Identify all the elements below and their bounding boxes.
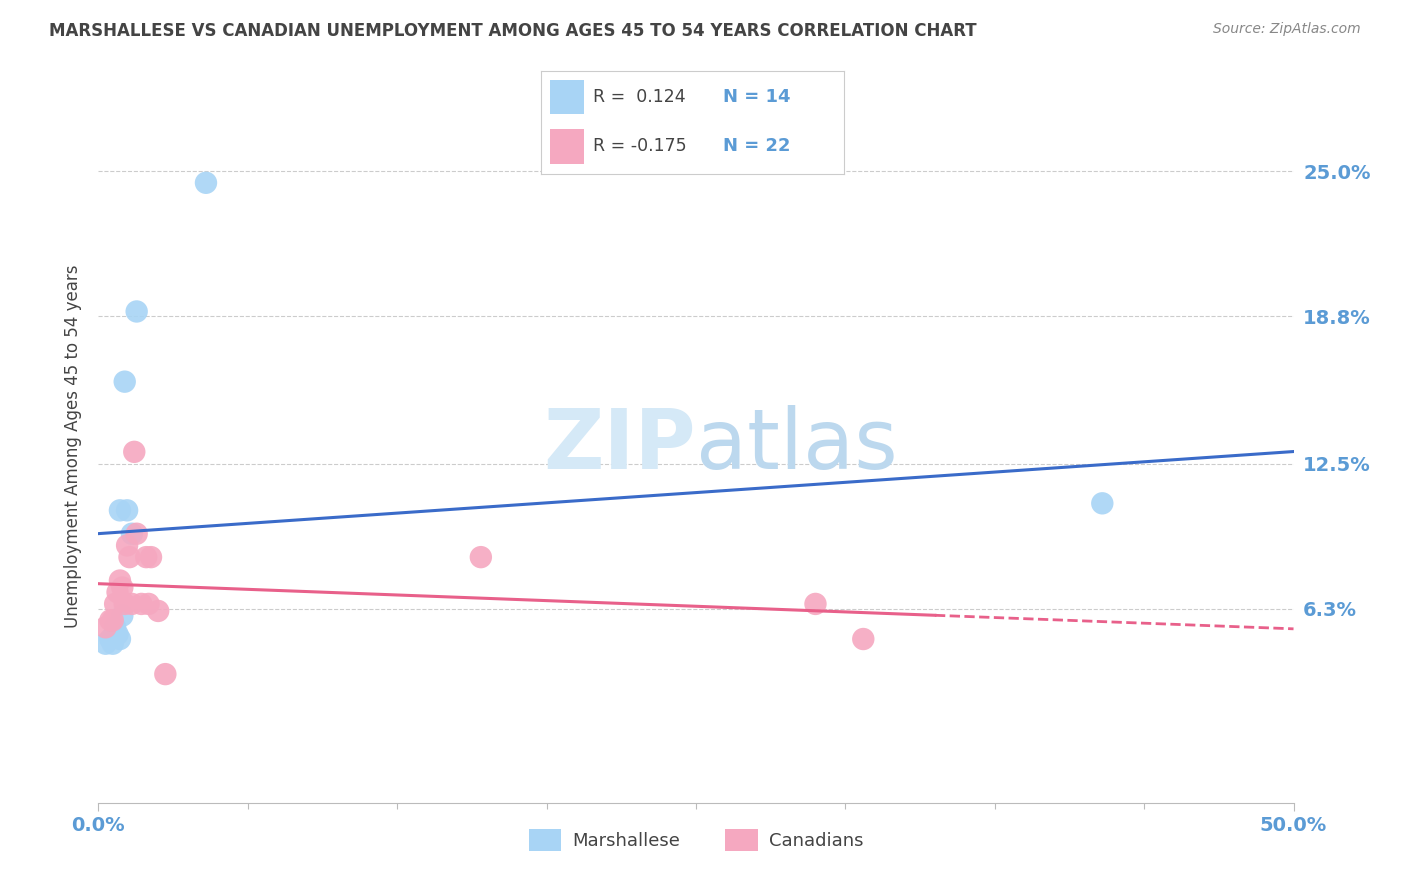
Point (155, 667, 177, 681)
Point (115, 538, 138, 552)
Point (107, 627, 129, 641)
Point (125, 526, 148, 541)
Point (94, 637, 117, 651)
Text: atlas: atlas (696, 406, 897, 486)
Point (108, 503, 131, 517)
Point (195, 176, 218, 190)
Bar (550, 128, 583, 163)
Point (121, 526, 143, 541)
Text: R =  0.124: R = 0.124 (593, 88, 685, 106)
Point (121, 597, 143, 611)
Point (1091, 496, 1114, 510)
Point (131, 597, 153, 611)
Point (118, 550, 141, 565)
Point (125, 304, 148, 318)
Point (108, 632, 131, 646)
Point (111, 581, 134, 595)
Point (470, 550, 492, 565)
Text: Source: ZipAtlas.com: Source: ZipAtlas.com (1213, 22, 1361, 37)
Text: N = 22: N = 22 (723, 137, 790, 155)
Point (114, 375, 136, 389)
Text: R = -0.175: R = -0.175 (593, 137, 686, 155)
Point (111, 608, 134, 623)
Point (115, 503, 138, 517)
Point (804, 597, 827, 611)
Y-axis label: Unemployment Among Ages 45 to 54 years: Unemployment Among Ages 45 to 54 years (63, 264, 82, 628)
Point (139, 550, 162, 565)
Point (124, 445, 146, 459)
Point (148, 604, 170, 618)
Legend: Marshallese, Canadians: Marshallese, Canadians (522, 822, 870, 858)
Point (104, 597, 127, 611)
Point (101, 613, 124, 627)
Point (108, 574, 131, 588)
Point (98, 613, 122, 627)
Point (107, 585, 129, 599)
Point (114, 597, 136, 611)
Point (94, 620, 117, 634)
Point (138, 597, 160, 611)
Text: MARSHALLESE VS CANADIAN UNEMPLOYMENT AMONG AGES 45 TO 54 YEARS CORRELATION CHART: MARSHALLESE VS CANADIAN UNEMPLOYMENT AMO… (49, 22, 977, 40)
Point (135, 550, 157, 565)
Text: N = 14: N = 14 (723, 88, 790, 106)
Point (852, 632, 875, 646)
Text: ZIP: ZIP (544, 406, 696, 486)
Point (98, 632, 122, 646)
Bar (550, 79, 583, 114)
Point (104, 620, 127, 634)
Point (101, 637, 124, 651)
